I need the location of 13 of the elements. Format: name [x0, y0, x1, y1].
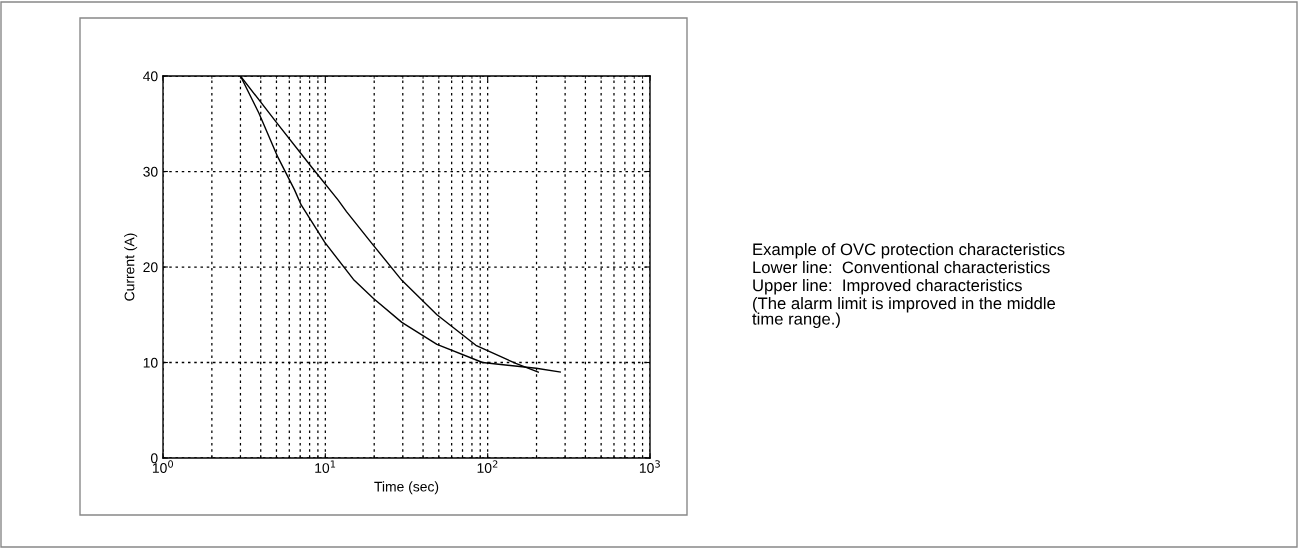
x-tick-label: 10$^{3}$	[639, 460, 660, 473]
y-axis-title: Current (A)	[124, 233, 138, 301]
text: Lower line: Conventional characteristics	[753, 261, 1050, 274]
y-tick-label: 20	[143, 262, 158, 273]
y-tick-label: 40	[143, 71, 158, 82]
x-tick-label: 10$^{2}$	[477, 460, 498, 473]
x-axis-title: Time (sec)	[374, 481, 439, 495]
y-tick-label: 10	[143, 357, 158, 368]
x-tick-label: 10$^{1}$	[315, 460, 336, 473]
text: Upper line: Improved characteristics	[753, 279, 1022, 295]
text: (The alarm limit is improved in the middle time range.)	[752, 297, 1056, 329]
y-tick-label: 30	[143, 166, 158, 177]
text: Example of OVC protection characteristics	[753, 243, 1065, 259]
